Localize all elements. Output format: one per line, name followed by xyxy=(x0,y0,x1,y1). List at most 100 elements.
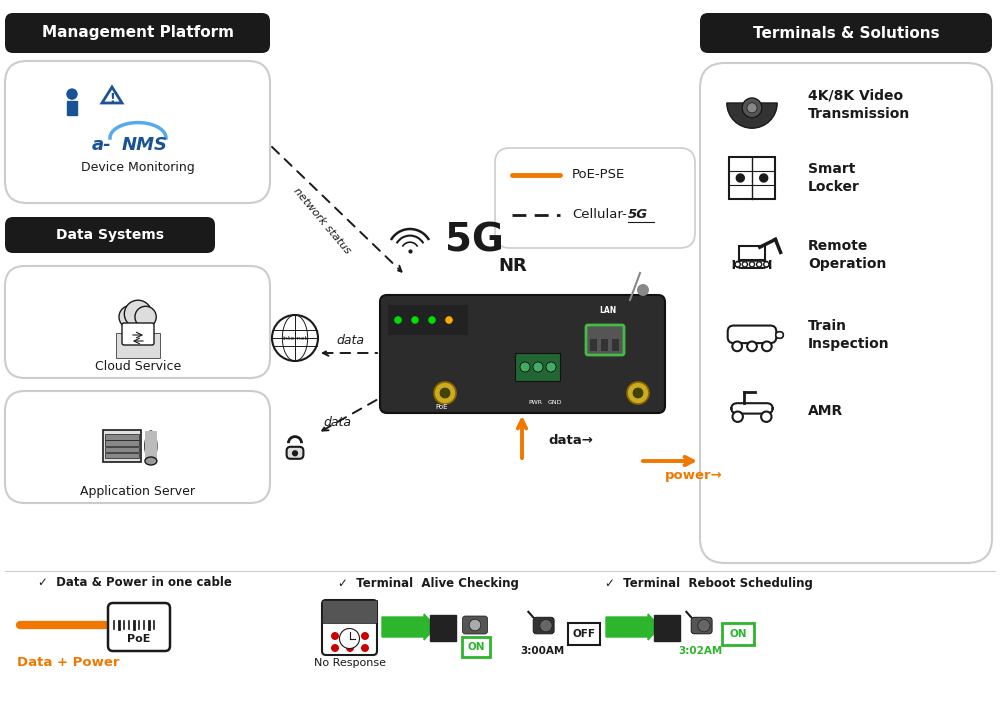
Circle shape xyxy=(119,305,142,328)
FancyBboxPatch shape xyxy=(776,332,783,338)
Text: LAN: LAN xyxy=(599,305,617,314)
FancyBboxPatch shape xyxy=(380,295,665,413)
Text: Application Server: Application Server xyxy=(80,485,196,498)
FancyBboxPatch shape xyxy=(495,148,695,248)
Circle shape xyxy=(637,284,649,296)
Text: Cellular-: Cellular- xyxy=(572,208,627,222)
FancyBboxPatch shape xyxy=(105,441,139,446)
Text: No Response: No Response xyxy=(314,658,386,668)
FancyBboxPatch shape xyxy=(734,260,770,269)
Circle shape xyxy=(428,316,436,324)
Text: 5G: 5G xyxy=(445,222,504,260)
Text: Cloud Service: Cloud Service xyxy=(95,359,181,372)
Text: AMR: AMR xyxy=(808,404,843,418)
Circle shape xyxy=(66,88,78,100)
FancyBboxPatch shape xyxy=(700,13,992,53)
FancyBboxPatch shape xyxy=(5,217,215,253)
FancyBboxPatch shape xyxy=(322,600,377,655)
Circle shape xyxy=(124,300,152,327)
Bar xyxy=(590,339,597,351)
FancyBboxPatch shape xyxy=(691,617,712,634)
Text: Smart
Locker: Smart Locker xyxy=(808,162,860,194)
Circle shape xyxy=(411,316,419,324)
Circle shape xyxy=(440,388,450,398)
Text: OFF: OFF xyxy=(572,629,596,639)
FancyBboxPatch shape xyxy=(462,637,490,657)
Circle shape xyxy=(331,632,339,640)
Circle shape xyxy=(540,620,552,632)
FancyBboxPatch shape xyxy=(739,246,765,260)
Text: PWR: PWR xyxy=(528,401,542,406)
Circle shape xyxy=(760,174,768,182)
Wedge shape xyxy=(727,103,777,128)
Circle shape xyxy=(346,644,354,652)
Text: Data Systems: Data Systems xyxy=(56,228,164,242)
Text: ✓  Terminal  Alive Checking: ✓ Terminal Alive Checking xyxy=(338,577,519,590)
Circle shape xyxy=(469,619,481,631)
Text: !: ! xyxy=(109,91,115,105)
FancyArrow shape xyxy=(606,614,660,640)
Text: 3:00AM: 3:00AM xyxy=(520,646,564,656)
Circle shape xyxy=(732,411,743,422)
Circle shape xyxy=(331,644,339,652)
Bar xyxy=(654,615,680,641)
Circle shape xyxy=(445,316,453,324)
FancyBboxPatch shape xyxy=(122,323,154,345)
FancyBboxPatch shape xyxy=(5,266,270,378)
Circle shape xyxy=(735,262,740,267)
Text: network status: network status xyxy=(292,186,352,256)
Text: data: data xyxy=(336,334,364,347)
Circle shape xyxy=(394,316,402,324)
Circle shape xyxy=(135,307,156,327)
Circle shape xyxy=(633,388,643,398)
Bar xyxy=(388,305,468,335)
Circle shape xyxy=(747,342,757,352)
Bar xyxy=(430,615,456,641)
Text: Data + Power: Data + Power xyxy=(17,657,119,670)
Bar xyxy=(322,600,377,623)
Text: PoE-PSE: PoE-PSE xyxy=(572,168,625,182)
Text: data: data xyxy=(323,416,351,429)
Ellipse shape xyxy=(145,431,157,461)
Circle shape xyxy=(698,620,710,632)
Bar xyxy=(145,431,157,461)
Text: ✓  Data & Power in one cable: ✓ Data & Power in one cable xyxy=(38,577,232,590)
FancyBboxPatch shape xyxy=(287,447,303,458)
Text: a-: a- xyxy=(92,136,112,154)
FancyBboxPatch shape xyxy=(105,453,139,458)
Text: PoE: PoE xyxy=(127,634,151,644)
Circle shape xyxy=(736,174,744,182)
Text: Management Platform: Management Platform xyxy=(42,26,234,41)
Circle shape xyxy=(533,362,543,372)
Text: PoE: PoE xyxy=(436,404,448,410)
Polygon shape xyxy=(102,87,122,103)
Text: data→: data→ xyxy=(548,434,593,448)
Text: ON: ON xyxy=(729,629,747,639)
FancyBboxPatch shape xyxy=(729,157,775,199)
FancyBboxPatch shape xyxy=(5,61,270,203)
Text: Remote
Operation: Remote Operation xyxy=(808,239,886,271)
FancyBboxPatch shape xyxy=(515,353,560,381)
Circle shape xyxy=(361,644,369,652)
Text: NMS: NMS xyxy=(122,136,168,154)
Text: NR: NR xyxy=(498,257,527,275)
Circle shape xyxy=(520,362,530,372)
Circle shape xyxy=(546,362,556,372)
FancyBboxPatch shape xyxy=(105,446,139,452)
Circle shape xyxy=(340,628,360,649)
Text: Terminals & Solutions: Terminals & Solutions xyxy=(753,26,939,41)
Circle shape xyxy=(434,382,456,404)
FancyBboxPatch shape xyxy=(728,326,776,343)
Circle shape xyxy=(293,451,297,456)
Bar xyxy=(612,339,619,351)
FancyBboxPatch shape xyxy=(722,623,754,645)
Circle shape xyxy=(742,262,747,267)
FancyBboxPatch shape xyxy=(108,603,170,651)
FancyBboxPatch shape xyxy=(700,63,992,563)
FancyBboxPatch shape xyxy=(568,623,600,645)
FancyBboxPatch shape xyxy=(731,403,773,414)
Circle shape xyxy=(732,342,742,352)
FancyBboxPatch shape xyxy=(462,616,488,634)
Bar xyxy=(601,339,608,351)
FancyArrow shape xyxy=(67,101,77,116)
